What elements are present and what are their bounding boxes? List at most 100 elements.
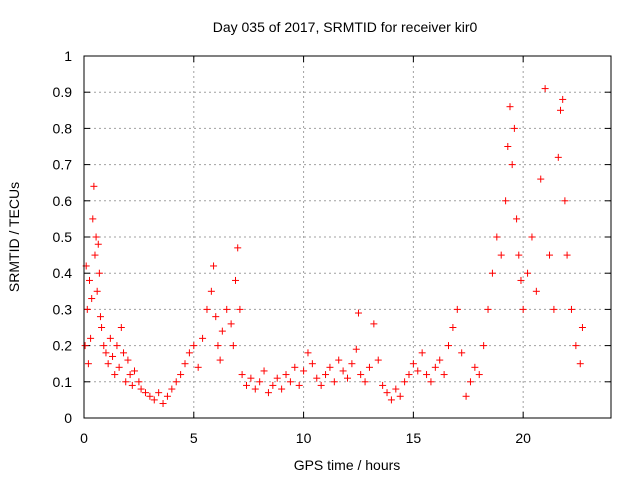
data-point — [111, 371, 119, 379]
y-tick-label: 0.2 — [53, 338, 73, 354]
data-point — [508, 161, 516, 169]
data-point — [300, 367, 308, 375]
data-point — [113, 342, 121, 350]
data-point — [109, 352, 117, 360]
data-point — [440, 371, 448, 379]
data-point — [238, 371, 246, 379]
data-point — [475, 371, 483, 379]
data-point — [326, 363, 334, 371]
data-point — [137, 385, 145, 393]
data-point — [260, 367, 268, 375]
data-point — [546, 251, 554, 259]
data-point — [480, 342, 488, 350]
data-point — [392, 385, 400, 393]
data-point — [471, 363, 479, 371]
data-point — [256, 378, 264, 386]
data-point — [556, 106, 564, 114]
data-point — [462, 392, 470, 400]
data-point — [445, 342, 453, 350]
data-point — [502, 197, 510, 205]
data-point — [278, 385, 286, 393]
data-point — [87, 334, 95, 342]
data-point — [210, 262, 218, 270]
grid — [84, 56, 611, 418]
data-point — [550, 305, 558, 313]
data-point — [572, 342, 580, 350]
x-axis-label: GPS time / hours — [294, 457, 401, 473]
data-point — [484, 305, 492, 313]
data-point — [83, 305, 91, 313]
data-point — [85, 276, 93, 284]
data-point — [431, 363, 439, 371]
data-point — [383, 389, 391, 397]
data-point — [493, 233, 501, 241]
data-point — [100, 342, 108, 350]
data-point — [104, 360, 112, 368]
data-point — [348, 360, 356, 368]
data-point — [379, 381, 387, 389]
data-point — [308, 360, 316, 368]
x-tick-label: 5 — [190, 430, 198, 446]
data-point — [264, 389, 272, 397]
data-point — [91, 251, 99, 259]
data-point — [92, 233, 100, 241]
data-point — [370, 320, 378, 328]
data-point — [88, 295, 96, 303]
data-point — [190, 342, 198, 350]
data-point — [510, 124, 518, 132]
data-point — [185, 349, 193, 357]
data-point — [466, 378, 474, 386]
data-point — [528, 233, 536, 241]
data-point — [524, 269, 532, 277]
y-tick-label: 0.4 — [53, 265, 73, 281]
data-point — [515, 251, 523, 259]
data-point — [578, 324, 586, 331]
data-point — [124, 356, 132, 364]
data-point — [181, 360, 189, 368]
data-point — [506, 103, 514, 111]
data-point — [203, 305, 211, 313]
data-point — [216, 356, 224, 364]
data-point — [361, 378, 369, 386]
y-axis-label: SRMTID / TECUs — [6, 182, 22, 292]
y-tick-label: 0.9 — [53, 84, 73, 100]
data-point — [339, 367, 347, 375]
data-point — [295, 381, 303, 389]
data-point — [122, 378, 130, 386]
data-point — [344, 374, 351, 382]
data-point — [89, 215, 97, 223]
data-point — [317, 381, 325, 389]
data-point — [207, 287, 215, 295]
data-point — [330, 378, 338, 386]
data-point — [106, 334, 114, 342]
data-point — [354, 309, 362, 317]
data-point — [159, 400, 167, 408]
data-point — [131, 367, 139, 375]
data-point — [519, 305, 527, 313]
data-point — [251, 385, 259, 393]
plot-frame — [83, 55, 612, 419]
data-point — [135, 378, 143, 386]
data-point — [247, 374, 255, 382]
data-point — [396, 392, 404, 400]
y-tick-label: 0.6 — [53, 193, 73, 209]
data-point — [227, 320, 235, 328]
data-point — [567, 305, 575, 313]
data-point — [291, 363, 299, 371]
data-point — [453, 305, 461, 313]
data-point — [96, 313, 104, 321]
data-point — [155, 389, 163, 397]
data-point — [286, 378, 294, 386]
data-point — [115, 363, 123, 371]
data-point — [269, 381, 277, 389]
data-point — [232, 276, 240, 284]
data-point — [537, 175, 545, 183]
data-point — [94, 240, 102, 248]
chart-title: Day 035 of 2017, SRMTID for receiver kir… — [213, 19, 478, 35]
data-point — [236, 305, 244, 313]
data-point — [352, 345, 360, 353]
data-point — [513, 215, 521, 223]
data-point — [218, 327, 226, 335]
y-tick-label: 1 — [64, 48, 72, 64]
data-point — [128, 381, 136, 389]
